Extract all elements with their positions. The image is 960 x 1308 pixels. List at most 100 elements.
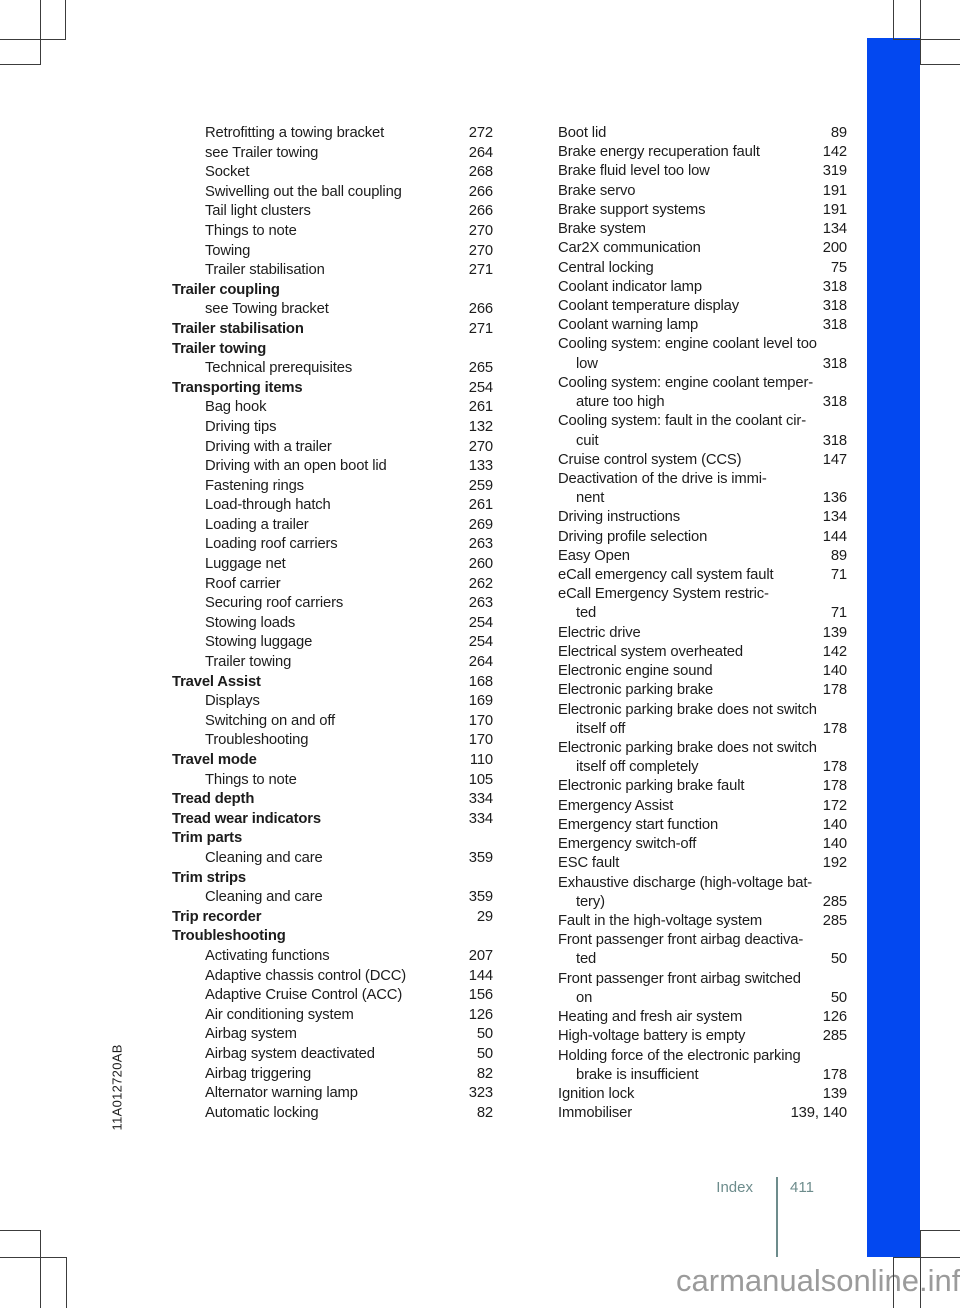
- index-entry-page-number: 334: [468, 810, 493, 827]
- index-entry-page-number: 140: [822, 836, 847, 853]
- index-row: Car2X communication 200: [558, 239, 847, 258]
- index-row: Holding force of the electronic parking: [558, 1047, 847, 1066]
- index-entry-page-number: 178: [822, 1066, 847, 1083]
- index-entry-text: Stowing loads: [205, 614, 296, 631]
- index-row: Securing roof carriers 263: [172, 594, 493, 614]
- index-row: itself off completely 178: [558, 758, 847, 777]
- index-entry-text: Driving profile selection: [558, 528, 708, 545]
- index-entry-text: Cleaning and care: [205, 849, 323, 866]
- index-entry-text: low: [576, 355, 598, 372]
- index-entry-text: Switching on and off: [205, 712, 335, 729]
- index-entry-page-number: 285: [822, 1028, 847, 1045]
- index-row: Brake fluid level too low 319: [558, 162, 847, 181]
- index-entry-text: Immobiliser: [558, 1105, 632, 1122]
- index-entry-text: Brake system: [558, 221, 646, 238]
- index-entry-page-number: 139: [822, 624, 847, 641]
- index-entry-text: Coolant temperature display: [558, 297, 740, 314]
- index-entry-text: see Towing bracket: [205, 301, 329, 318]
- index-entry-page-number: 50: [830, 989, 847, 1006]
- index-row: Trailer coupling: [172, 281, 493, 301]
- index-entry-text: on: [576, 989, 593, 1006]
- index-entry-text: Adaptive Cruise Control (ACC): [205, 987, 403, 1004]
- index-row: ted 71: [558, 604, 847, 623]
- index-entry-page-number: 259: [468, 477, 493, 494]
- index-entry-page-number: 169: [468, 693, 493, 710]
- index-entry-text: Socket: [205, 164, 250, 181]
- index-entry-text: Airbag system deactivated: [205, 1045, 375, 1062]
- index-entry-page-number: 134: [822, 509, 847, 526]
- index-row: Swivelling out the ball coupling 266: [172, 183, 493, 203]
- index-row: Driving with an open boot lid 133: [172, 457, 493, 477]
- index-row: Socket 268: [172, 163, 493, 183]
- index-row: Alternator warning lamp 323: [172, 1084, 493, 1104]
- index-entry-text: Brake servo: [558, 182, 636, 199]
- index-row: see Towing bracket 266: [172, 300, 493, 320]
- index-row: Emergency Assist 172: [558, 797, 847, 816]
- index-row: Cooling system: engine coolant temper-: [558, 374, 847, 393]
- index-entry-text: Electrical system overheated: [558, 643, 743, 660]
- index-entry-text: itself off: [576, 720, 626, 737]
- index-entry-text: High-voltage battery is empty: [558, 1028, 746, 1045]
- index-row: Cleaning and care 359: [172, 849, 493, 869]
- index-row: Exhaustive discharge (high-voltage bat-: [558, 874, 847, 893]
- index-entry-page-number: 147: [822, 451, 847, 468]
- index-entry-page-number: 318: [822, 297, 847, 314]
- index-entry-page-number: 270: [468, 242, 493, 259]
- index-entry-text: Airbag triggering: [205, 1065, 312, 1082]
- index-entry-page-number: 262: [468, 575, 493, 592]
- index-entry-text: Heating and fresh air system: [558, 1009, 743, 1026]
- index-row: Airbag system 50: [172, 1025, 493, 1045]
- footer-divider: [776, 1177, 778, 1257]
- print-code-vertical: 11A012720AB: [109, 1044, 125, 1131]
- index-entry-page-number: 191: [822, 182, 847, 199]
- index-row: Tread wear indicators 334: [172, 810, 493, 830]
- index-row: Cruise control system (CCS) 147: [558, 451, 847, 470]
- index-row: Fault in the high-voltage system 285: [558, 912, 847, 931]
- index-row: Trailer towing 264: [172, 653, 493, 673]
- index-entry-text: Exhaustive discharge (high-voltage bat-: [558, 874, 813, 891]
- index-row: Switching on and off 170: [172, 712, 493, 732]
- index-entry-page-number: 156: [468, 987, 493, 1004]
- crop-mark-top-right: [893, 0, 960, 40]
- index-row: Loading a trailer 269: [172, 516, 493, 536]
- index-row: Central locking 75: [558, 259, 847, 278]
- index-row: low 318: [558, 355, 847, 374]
- index-row: Automatic locking 82: [172, 1104, 493, 1124]
- index-entry-text: Driving instructions: [558, 509, 680, 526]
- index-entry-page-number: 270: [468, 438, 493, 455]
- index-entry-page-number: 254: [468, 614, 493, 631]
- footer-section-label: Index: [716, 1179, 753, 1196]
- index-row: Cooling system: engine coolant level too: [558, 335, 847, 354]
- index-entry-page-number: 89: [830, 547, 847, 564]
- index-row: Bag hook 261: [172, 398, 493, 418]
- index-row: Ignition lock 139: [558, 1085, 847, 1104]
- index-row: see Trailer towing 264: [172, 144, 493, 164]
- index-row: Adaptive Cruise Control (ACC) 156: [172, 986, 493, 1006]
- index-entry-text: brake is insufficient: [576, 1066, 699, 1083]
- index-entry-text: Electronic engine sound: [558, 663, 713, 680]
- index-entry-page-number: 75: [830, 259, 847, 276]
- index-entry-page-number: 285: [822, 912, 847, 929]
- index-entry-page-number: 168: [468, 673, 493, 690]
- watermark-text: carmanualsonline.info: [676, 1263, 960, 1298]
- index-row: ted 50: [558, 950, 847, 969]
- index-row: ature too high 318: [558, 393, 847, 412]
- index-row: Coolant indicator lamp 318: [558, 278, 847, 297]
- index-entry-text: Troubleshooting: [205, 732, 309, 749]
- index-row: Electronic parking brake does not switch: [558, 739, 847, 758]
- index-entry-page-number: 178: [822, 682, 847, 699]
- index-entry-page-number: 359: [468, 849, 493, 866]
- index-entry-text: Driving with a trailer: [205, 438, 332, 455]
- index-entry-text: Retrofitting a towing bracket: [205, 125, 385, 141]
- index-entry-page-number: 71: [830, 567, 847, 584]
- index-row: Front passenger front airbag switched: [558, 970, 847, 989]
- index-entry-page-number: 263: [468, 536, 493, 553]
- index-row: Brake servo 191: [558, 182, 847, 201]
- index-entry-text: Loading a trailer: [205, 516, 309, 533]
- index-entry-text: Alternator warning lamp: [205, 1085, 358, 1102]
- index-entry-page-number: 271: [468, 320, 493, 337]
- index-entry-page-number: 261: [468, 399, 493, 416]
- index-entry-page-number: 264: [468, 144, 493, 161]
- index-row: Trip recorder 29: [172, 908, 493, 928]
- index-entry-text: Trailer stabilisation: [205, 262, 325, 279]
